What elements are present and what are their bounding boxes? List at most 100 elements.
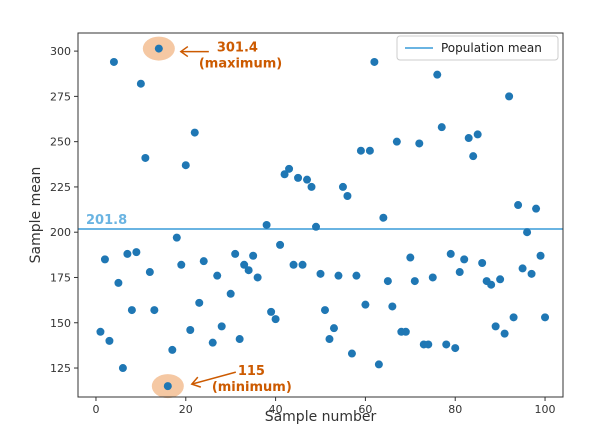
- data-point: [514, 201, 523, 210]
- mean-value-label: 201.8: [86, 213, 127, 228]
- data-point: [464, 134, 473, 143]
- plot-frame: [77, 32, 564, 398]
- data-point: [343, 191, 352, 200]
- min-annotation: 115 (minimum): [190, 364, 292, 395]
- data-point: [244, 266, 253, 275]
- min-arrow-line: [191, 371, 237, 385]
- legend-label: Population mean: [441, 41, 542, 55]
- data-point: [446, 249, 455, 258]
- y-tick-label: 150: [50, 317, 71, 330]
- min-value-label: 115: [238, 364, 265, 379]
- data-point: [118, 364, 127, 373]
- data-point: [536, 251, 545, 260]
- data-point: [478, 258, 487, 267]
- y-tick-label: 225: [50, 181, 71, 194]
- data-point: [320, 306, 329, 315]
- data-point: [267, 307, 276, 316]
- points-layer: [96, 44, 550, 391]
- min-caption-label: (minimum): [212, 380, 292, 395]
- data-point: [500, 329, 509, 338]
- data-point: [523, 228, 532, 237]
- data-point: [262, 220, 271, 229]
- data-point: [541, 313, 550, 322]
- data-point: [150, 306, 159, 315]
- data-point: [280, 170, 289, 179]
- data-point: [388, 302, 397, 311]
- data-point: [455, 268, 464, 277]
- max-annotation: 301.4 (maximum): [179, 41, 282, 72]
- data-point: [96, 327, 105, 336]
- data-point: [379, 213, 388, 222]
- max-caption-label: (maximum): [199, 57, 282, 72]
- data-point: [365, 146, 374, 155]
- data-point: [163, 382, 172, 391]
- legend-box: [396, 35, 559, 61]
- data-point: [338, 182, 347, 191]
- data-point: [132, 248, 141, 257]
- data-point: [190, 128, 199, 137]
- data-point: [181, 161, 190, 170]
- data-point: [298, 260, 307, 269]
- data-point: [136, 79, 145, 88]
- data-point: [253, 273, 262, 282]
- data-point: [231, 249, 240, 258]
- data-point: [334, 271, 343, 280]
- data-point: [127, 306, 136, 315]
- data-point: [240, 260, 249, 269]
- x-tick-label: 100: [535, 403, 556, 416]
- data-point: [100, 255, 109, 264]
- max-arrowhead: [179, 45, 189, 58]
- data-point: [469, 152, 478, 161]
- ticks-layer: 0 20 40 60 80 100 125 150 175 200 225 250 275 300: [50, 45, 556, 416]
- data-point: [294, 173, 303, 182]
- data-point: [303, 175, 312, 184]
- data-point: [312, 222, 321, 231]
- data-point: [451, 344, 460, 353]
- data-point: [352, 271, 361, 280]
- y-tick-label: 175: [50, 271, 71, 284]
- data-point: [406, 253, 415, 262]
- data-point: [437, 123, 446, 132]
- data-point: [141, 153, 150, 162]
- data-point: [109, 57, 118, 66]
- x-tick-label: 80: [448, 403, 462, 416]
- data-point: [473, 130, 482, 139]
- data-point: [374, 360, 383, 369]
- data-point: [316, 269, 325, 278]
- y-tick-label: 250: [50, 136, 71, 149]
- data-point: [428, 273, 437, 282]
- data-point: [186, 325, 195, 334]
- data-point: [460, 255, 469, 264]
- data-point: [271, 315, 280, 324]
- data-point: [208, 338, 217, 347]
- data-point: [442, 340, 451, 349]
- data-point: [347, 349, 356, 358]
- data-point: [491, 322, 500, 331]
- data-point: [518, 264, 527, 273]
- data-point: [276, 240, 285, 249]
- data-point: [145, 268, 154, 277]
- data-point: [424, 340, 433, 349]
- data-point: [509, 313, 518, 322]
- data-point: [177, 260, 186, 269]
- data-point: [289, 260, 298, 269]
- data-point: [415, 139, 424, 148]
- x-axis-label: Sample number: [265, 409, 377, 425]
- data-point: [307, 182, 316, 191]
- x-tick-label: 20: [179, 403, 193, 416]
- y-axis-label: Sample mean: [28, 167, 44, 264]
- data-point: [532, 204, 541, 213]
- data-point: [226, 289, 235, 298]
- data-point: [168, 345, 177, 354]
- data-point: [325, 335, 334, 344]
- y-tick-label: 300: [50, 45, 71, 58]
- data-point: [195, 298, 204, 307]
- data-point: [114, 278, 123, 287]
- data-point: [217, 322, 226, 331]
- data-point: [154, 44, 163, 53]
- data-point: [235, 335, 244, 344]
- legend: Population mean: [396, 35, 559, 61]
- min-arrowhead: [190, 376, 202, 388]
- data-point: [505, 92, 514, 101]
- data-point: [401, 327, 410, 336]
